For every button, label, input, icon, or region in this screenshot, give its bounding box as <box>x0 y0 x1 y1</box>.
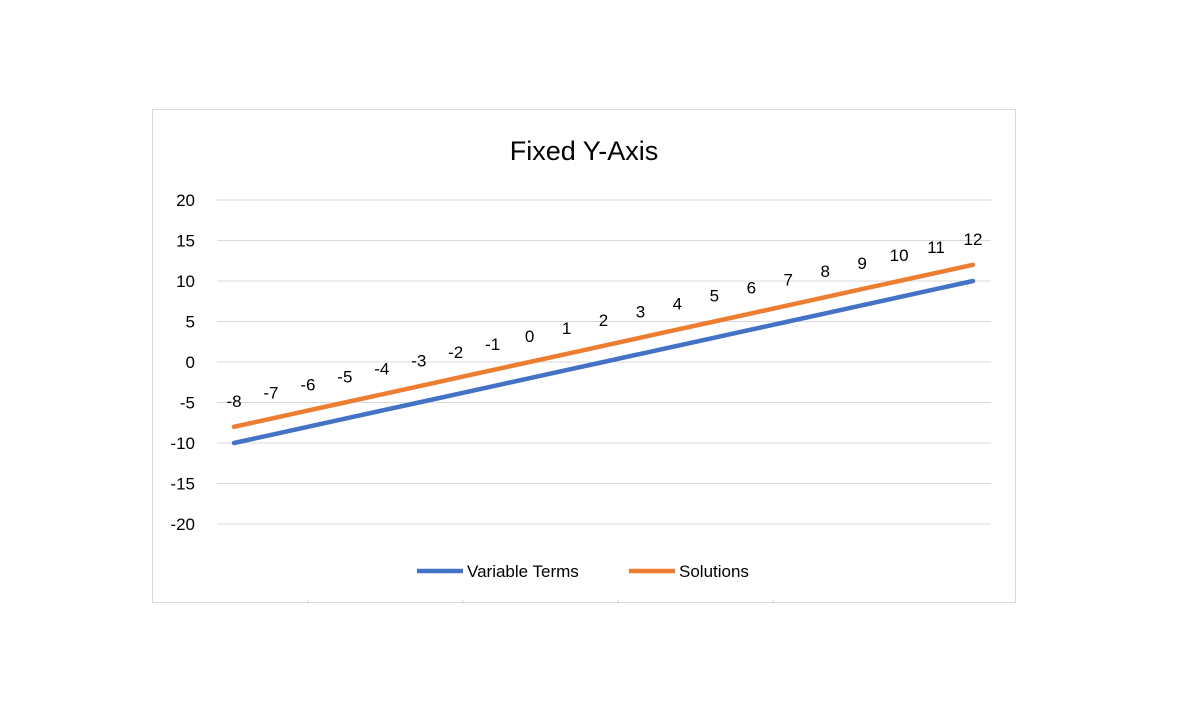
y-tick-label: -5 <box>180 394 195 413</box>
data-label: 3 <box>636 303 645 322</box>
data-label: 1 <box>562 319 571 338</box>
y-tick-label: 15 <box>176 232 195 251</box>
data-label: 11 <box>927 238 945 257</box>
data-label: -7 <box>263 384 278 403</box>
data-label: 9 <box>857 254 866 273</box>
y-tick-label: 20 <box>176 191 195 210</box>
data-labels: -8 -7 -6 -5 -4 -3 -2 -1 0 1 2 3 4 5 6 7 8 9 10 11 12 <box>226 230 982 411</box>
legend: Variable Terms Solutions <box>417 562 749 581</box>
series-lines <box>231 262 976 446</box>
data-label: 2 <box>599 311 608 330</box>
data-label: 10 <box>890 246 909 265</box>
y-tick-label: -10 <box>170 434 195 453</box>
legend-label: Solutions <box>679 562 749 581</box>
data-label: 7 <box>784 270 793 289</box>
series-line-variable-terms <box>231 278 976 446</box>
y-axis-tick-labels: 20 15 10 5 0 -5 -10 -15 -20 <box>170 191 195 534</box>
chart-title: Fixed Y-Axis <box>510 136 659 166</box>
y-tick-label: 0 <box>186 353 195 372</box>
data-label: -6 <box>300 376 315 395</box>
data-label: -5 <box>337 368 352 387</box>
data-label: 0 <box>525 327 534 346</box>
data-label: 12 <box>964 230 983 249</box>
series-line-solutions <box>231 262 976 430</box>
data-label: -2 <box>448 343 463 362</box>
data-label: -1 <box>485 335 500 354</box>
data-label: 6 <box>747 278 756 297</box>
y-tick-label: 5 <box>186 313 195 332</box>
y-tick-label: 10 <box>176 272 195 291</box>
data-label: 4 <box>673 295 682 314</box>
y-tick-label: -15 <box>170 475 195 494</box>
x-axis-tick-marks <box>307 600 774 604</box>
data-label: -3 <box>411 351 426 370</box>
legend-label: Variable Terms <box>467 562 579 581</box>
chart-frame: Fixed Y-Axis 20 15 10 5 0 -5 -10 -15 -20 -8 -7 -6-… <box>152 109 1016 604</box>
data-label: 8 <box>820 262 829 281</box>
y-tick-label: -20 <box>170 515 195 534</box>
data-label: -8 <box>226 392 241 411</box>
data-label: -4 <box>374 359 389 378</box>
data-label: 5 <box>710 287 719 306</box>
